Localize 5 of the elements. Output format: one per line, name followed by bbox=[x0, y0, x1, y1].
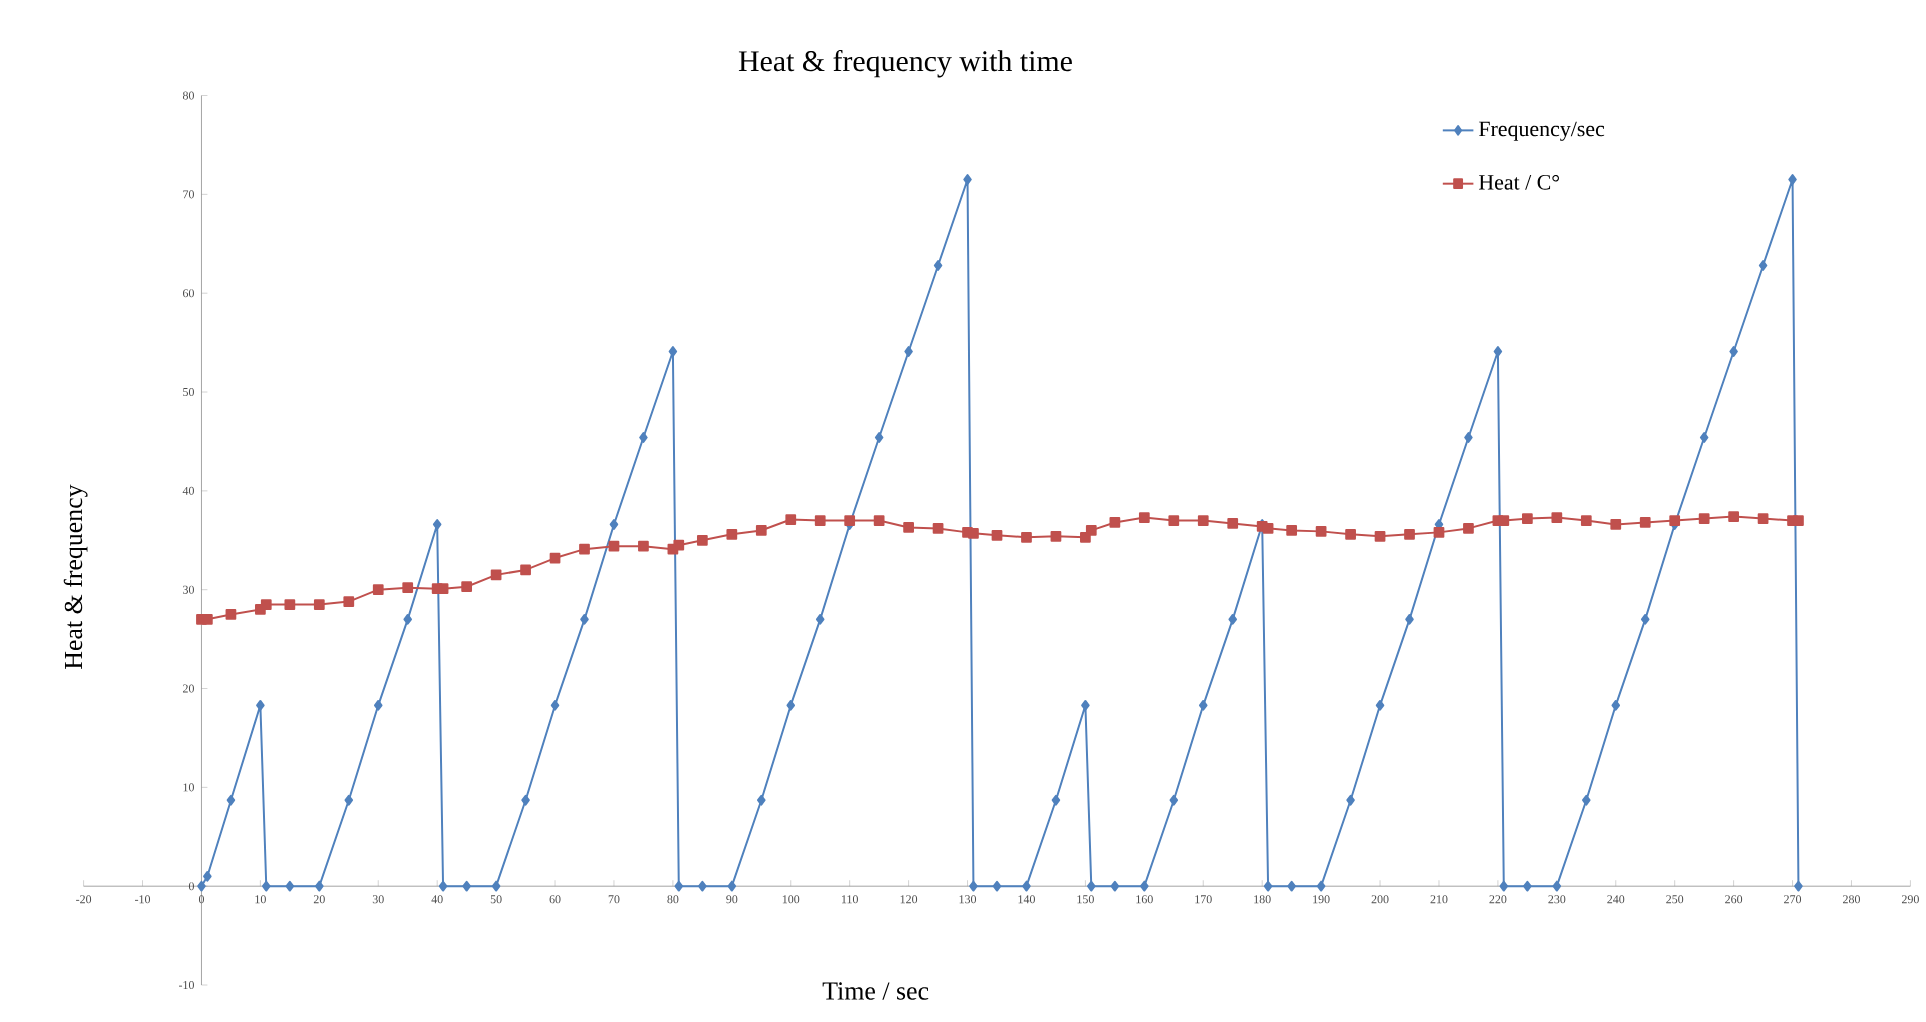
legend-label: Frequency/sec bbox=[1478, 121, 1605, 141]
chart-title: Heat & frequency with time bbox=[738, 49, 1072, 77]
legend-label: Heat / C° bbox=[1478, 174, 1559, 190]
x-axis-title: Time / sec bbox=[822, 981, 929, 1000]
y-axis-title: Heat & frequency bbox=[63, 484, 88, 669]
